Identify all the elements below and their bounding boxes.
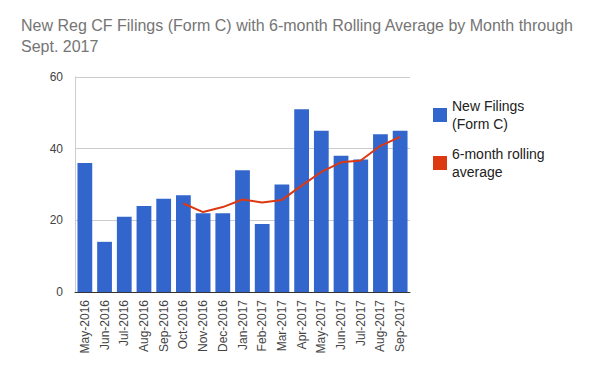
svg-text:Jul-2017: Jul-2017 bbox=[354, 300, 368, 346]
svg-text:Sep-2016: Sep-2016 bbox=[157, 300, 171, 352]
svg-text:Aug-2017: Aug-2017 bbox=[373, 300, 387, 352]
svg-text:Sep-2017: Sep-2017 bbox=[393, 300, 407, 352]
svg-text:Sept. 2017: Sept. 2017 bbox=[21, 38, 99, 55]
svg-text:Aug-2016: Aug-2016 bbox=[137, 300, 151, 352]
svg-text:New Filings: New Filings bbox=[452, 98, 528, 114]
svg-text:Feb-2017: Feb-2017 bbox=[255, 300, 269, 352]
svg-text:Apr-2017: Apr-2017 bbox=[295, 300, 309, 350]
svg-text:60: 60 bbox=[50, 70, 64, 84]
svg-text:average: average bbox=[452, 164, 503, 180]
svg-text:40: 40 bbox=[50, 142, 64, 156]
svg-text:Jul-2016: Jul-2016 bbox=[117, 300, 131, 346]
svg-text:Jan-2017: Jan-2017 bbox=[236, 300, 250, 350]
svg-text:Nov-2016: Nov-2016 bbox=[196, 300, 210, 352]
svg-text:0: 0 bbox=[56, 285, 63, 299]
svg-text:20: 20 bbox=[50, 213, 64, 227]
svg-text:May-2016: May-2016 bbox=[78, 300, 92, 354]
svg-text:Jun-2017: Jun-2017 bbox=[334, 300, 348, 350]
svg-text:Jun-2016: Jun-2016 bbox=[98, 300, 112, 350]
svg-text:6-month rolling: 6-month rolling bbox=[452, 146, 549, 162]
svg-text:(Form C): (Form C) bbox=[452, 116, 508, 132]
svg-text:Mar-2017: Mar-2017 bbox=[275, 300, 289, 352]
svg-text:May-2017: May-2017 bbox=[314, 300, 328, 354]
svg-text:Oct-2016: Oct-2016 bbox=[176, 300, 190, 350]
svg-text:Dec-2016: Dec-2016 bbox=[216, 300, 230, 352]
svg-text:New Reg CF Filings (Form C) wi: New Reg CF Filings (Form C) with 6-month… bbox=[21, 17, 577, 34]
